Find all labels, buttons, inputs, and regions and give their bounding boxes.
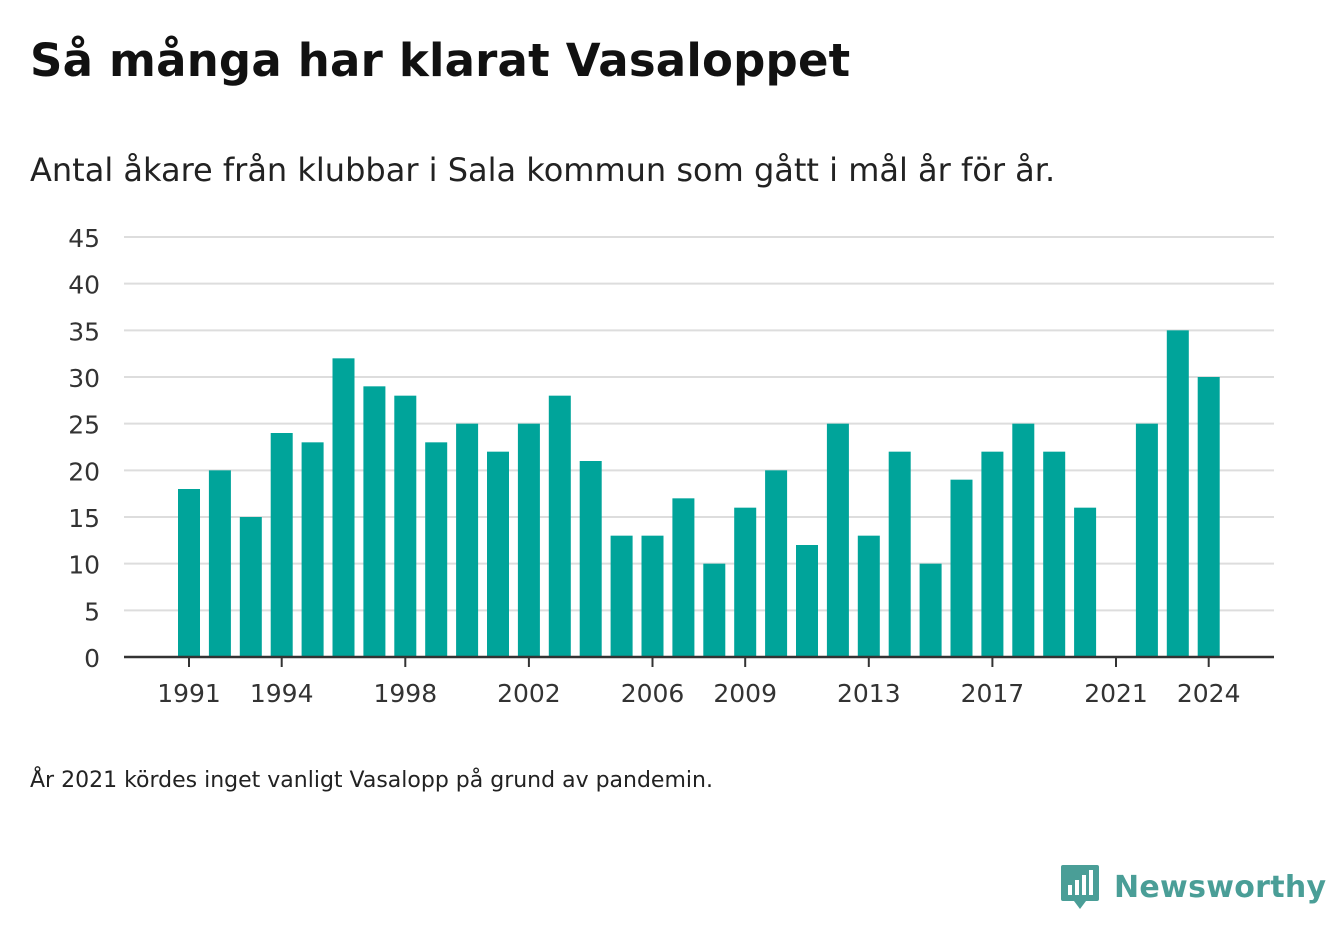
bar-2015 (919, 563, 942, 657)
y-tick-label: 10 (68, 551, 100, 580)
bar-2018 (1012, 423, 1035, 657)
y-tick-label: 30 (68, 364, 100, 393)
bar-2012 (826, 423, 849, 657)
y-tick-label: 0 (84, 644, 100, 673)
bar-2024 (1197, 377, 1220, 657)
bar-2010 (765, 470, 788, 657)
y-tick-label: 20 (68, 457, 100, 486)
y-tick-label: 40 (68, 271, 100, 300)
bar-2017 (981, 451, 1004, 657)
y-tick-label: 35 (68, 317, 100, 346)
bar-1993 (239, 517, 262, 657)
bar-2019 (1043, 451, 1066, 657)
x-tick-label: 2009 (713, 679, 777, 708)
bars (178, 330, 1220, 657)
x-tick-label: 2021 (1084, 679, 1148, 708)
brand-logo: Newsworthy (1060, 860, 1326, 914)
chart-title: Så många har klarat Vasaloppet (30, 34, 851, 87)
bar-2007 (672, 498, 695, 657)
bar-2001 (487, 451, 509, 657)
bar-2003 (548, 395, 571, 657)
bar-1998 (394, 395, 417, 657)
bar-1991 (178, 489, 200, 657)
bar-1999 (425, 442, 448, 657)
y-tick-label: 25 (68, 411, 100, 440)
x-tick-label: 1998 (373, 679, 437, 708)
y-tick-label: 45 (68, 224, 100, 253)
bar-1997 (363, 386, 386, 657)
bar-2013 (857, 535, 880, 657)
x-tick-label: 1991 (157, 679, 221, 708)
bar-2014 (888, 451, 911, 657)
x-tick-label: 1994 (250, 679, 314, 708)
x-tick-label: 2017 (961, 679, 1025, 708)
bar-2011 (796, 545, 818, 657)
x-tick-label: 2002 (497, 679, 561, 708)
axes: 0 5 10 15 20 25 30 35 40 45 1991 1994 1998 2002 2006 20… (68, 224, 1274, 708)
bar-1996 (332, 358, 355, 657)
footnote: År 2021 kördes inget vanligt Vasalopp på… (30, 768, 713, 793)
bar-chart: 0 5 10 15 20 25 30 35 40 45 1991 1994 1998 2002 2006 20… (68, 224, 1274, 708)
newsworthy-logo-icon (1061, 865, 1099, 909)
bar-1995 (301, 442, 324, 657)
brand-name: Newsworthy (1114, 869, 1327, 905)
bar-2002 (517, 423, 540, 657)
bar-2009 (734, 507, 757, 657)
bar-2023 (1166, 330, 1189, 657)
bar-2020 (1074, 507, 1097, 657)
bar-2008 (703, 563, 726, 657)
bar-2000 (456, 423, 479, 657)
bar-2006 (641, 535, 664, 657)
bar-1992 (208, 470, 231, 657)
bar-2022 (1135, 423, 1158, 657)
grid-lines (124, 236, 1274, 612)
bar-1994 (270, 433, 293, 657)
x-tick-label: 2006 (621, 679, 685, 708)
bar-2005 (610, 535, 633, 657)
x-tick-label: 2013 (837, 679, 901, 708)
y-tick-label: 5 (84, 597, 100, 626)
y-tick-label: 15 (68, 504, 100, 533)
bar-2004 (579, 461, 602, 657)
chart-subtitle: Antal åkare från klubbar i Sala kommun s… (30, 151, 1056, 189)
x-tick-label: 2024 (1177, 679, 1241, 708)
bar-2016 (950, 479, 973, 657)
